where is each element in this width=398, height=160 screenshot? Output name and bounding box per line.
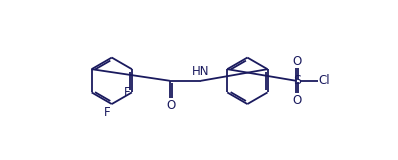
Text: O: O [166, 99, 175, 112]
Text: Cl: Cl [319, 74, 330, 87]
Text: O: O [293, 94, 302, 107]
Text: HN: HN [192, 65, 210, 78]
Text: F: F [124, 86, 130, 99]
Text: O: O [293, 55, 302, 68]
Text: S: S [293, 74, 301, 87]
Text: F: F [103, 106, 110, 119]
